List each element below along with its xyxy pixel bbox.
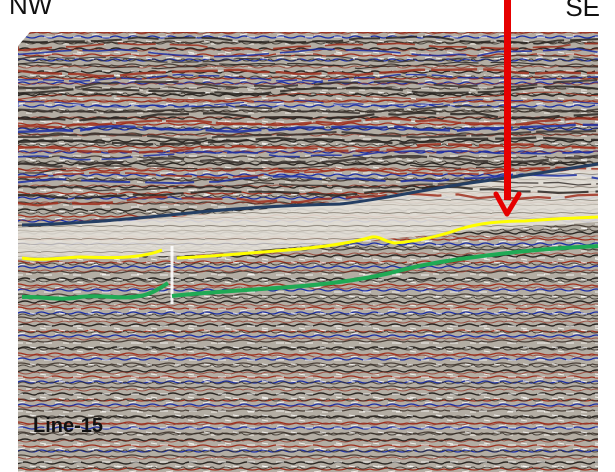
green-horizon [21,244,599,301]
line-number-label: Line-15 [33,415,104,437]
yellow-horizon [21,215,599,261]
red-arrow [493,0,522,217]
nw-direction-label: NW [6,0,56,18]
se-direction-label: SE [562,0,603,20]
